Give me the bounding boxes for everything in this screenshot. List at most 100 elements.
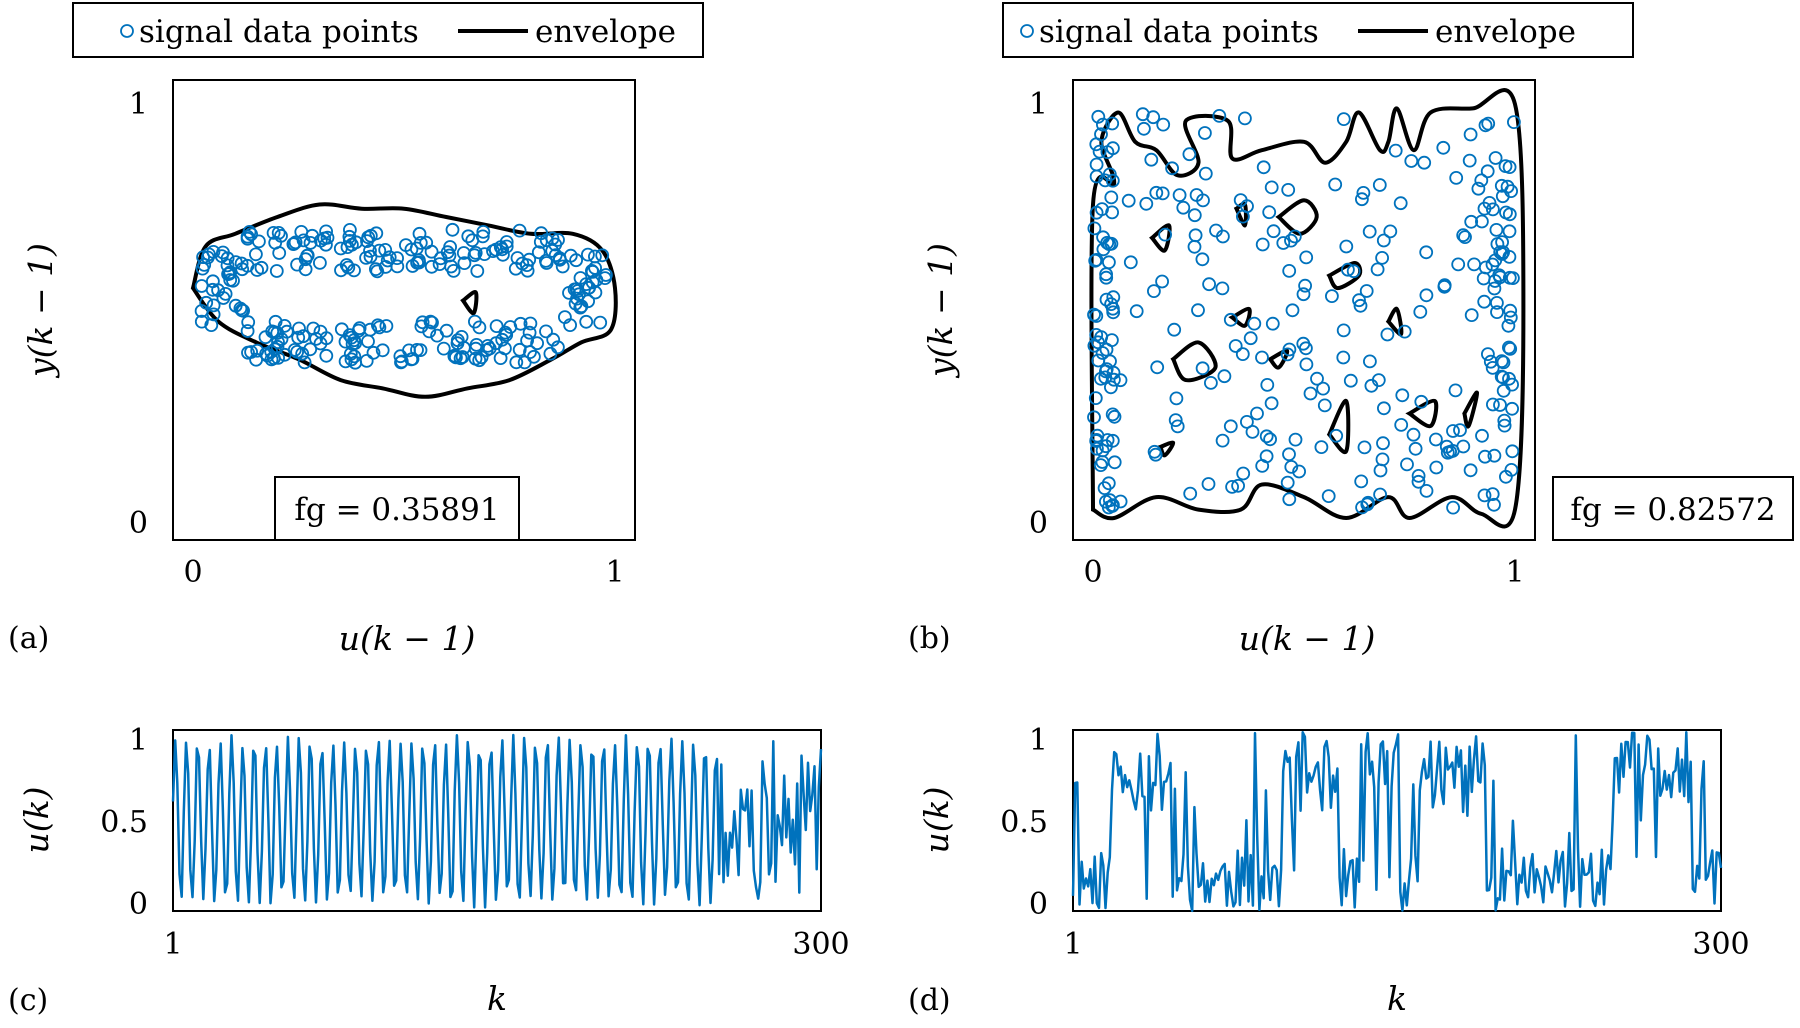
data-point-a — [297, 355, 312, 370]
data-point-b — [1317, 398, 1332, 413]
data-point-b — [1155, 274, 1169, 289]
data-point-a — [394, 355, 408, 370]
data-point-b — [1144, 152, 1159, 167]
data-point-b — [1341, 262, 1355, 277]
data-point-b — [1250, 406, 1264, 421]
data-point-a — [512, 342, 527, 357]
data-point-b — [1394, 417, 1409, 432]
ytick-0-c: 0 — [129, 887, 148, 922]
data-point-a — [503, 320, 518, 334]
data-point-b — [1165, 161, 1179, 176]
data-point-a — [372, 243, 387, 258]
data-point-b — [1490, 305, 1504, 320]
data-point-a — [436, 341, 451, 356]
data-point-b — [1494, 369, 1509, 384]
data-point-a — [368, 262, 383, 277]
data-point-a — [363, 243, 377, 258]
data-point-b — [1388, 143, 1403, 158]
data-point-b — [1359, 284, 1374, 298]
data-point-b — [1505, 377, 1519, 392]
data-point-a — [318, 237, 333, 252]
legend-label-envelope-b: envelope — [1435, 14, 1576, 50]
xlabel-c: k — [487, 979, 507, 1018]
data-point-b — [1336, 350, 1351, 365]
data-point-b — [1477, 488, 1492, 503]
data-point-a — [244, 345, 259, 359]
data-point-a — [499, 327, 514, 342]
data-point-a — [455, 350, 470, 364]
data-point-a — [223, 273, 238, 287]
data-point-b — [1176, 200, 1191, 215]
data-point-b — [1489, 222, 1504, 237]
data-point-b — [1499, 205, 1513, 220]
data-point-b — [1488, 151, 1503, 165]
data-point-b — [1464, 308, 1479, 323]
data-point-a — [320, 230, 335, 245]
data-point-b — [1458, 230, 1472, 245]
data-point-a — [319, 348, 334, 363]
envelope-a — [190, 202, 618, 399]
data-point-b — [1107, 409, 1122, 424]
data-point-b — [1201, 477, 1216, 491]
data-point-a — [290, 344, 305, 359]
data-point-b — [1212, 109, 1227, 123]
data-point-b — [1482, 195, 1497, 210]
data-point-b — [1478, 118, 1493, 133]
data-point-b — [1263, 432, 1277, 447]
data-point-b — [1262, 205, 1277, 220]
data-point-a — [495, 242, 510, 257]
legend-label-envelope-a: envelope — [535, 14, 676, 50]
data-point-b — [1094, 127, 1108, 142]
data-point-b — [1097, 481, 1112, 496]
data-point-a — [277, 318, 292, 333]
data-point-a — [334, 263, 348, 278]
data-point-b — [1092, 144, 1107, 159]
data-point-b — [1503, 341, 1518, 356]
data-point-b — [1336, 112, 1351, 126]
data-point-a — [545, 243, 560, 258]
data-point-b — [1101, 500, 1116, 515]
data-point-a — [333, 241, 348, 256]
data-point-b — [1094, 330, 1109, 345]
panel-d: 1 0.5 0 1 300 k u(k) (d) — [908, 723, 1750, 1018]
data-point-b — [1464, 214, 1479, 229]
data-point-b — [1437, 279, 1452, 294]
series-line-d — [1071, 731, 1723, 913]
data-point-a — [268, 314, 283, 329]
data-point-a — [204, 318, 219, 333]
data-point-a — [370, 318, 385, 333]
data-point-a — [593, 315, 608, 330]
panel-label-a: (a) — [8, 621, 49, 656]
fg-box-b — [1552, 476, 1794, 541]
data-point-a — [450, 336, 465, 351]
data-point-b — [1417, 155, 1432, 170]
data-point-b — [1343, 373, 1358, 388]
data-point-b — [1419, 288, 1434, 303]
data-point-b — [1284, 459, 1299, 474]
data-point-b — [1195, 252, 1210, 267]
envelope-hole-b-8 — [1326, 398, 1351, 455]
data-point-a — [343, 346, 358, 361]
data-point-b — [1414, 394, 1429, 409]
data-point-a — [457, 256, 472, 271]
data-point-a — [551, 232, 565, 247]
data-point-a — [369, 226, 384, 241]
envelope-hole-b-11 — [1157, 440, 1176, 458]
data-point-a — [410, 342, 424, 357]
data-point-b — [1103, 493, 1117, 508]
data-point-b — [1113, 373, 1128, 388]
data-point-b — [1498, 159, 1513, 174]
points-b — [1087, 107, 1521, 515]
ylabel-a: y(k − 1) — [21, 243, 60, 379]
data-point-a — [251, 234, 266, 249]
data-point-a — [338, 334, 353, 349]
data-point-b — [1376, 233, 1391, 248]
data-point-b — [1088, 391, 1103, 406]
data-point-a — [522, 252, 537, 267]
data-point-b — [1135, 107, 1150, 122]
data-point-a — [288, 235, 303, 250]
xlabel-a: u(k − 1) — [339, 619, 476, 658]
data-point-a — [303, 342, 318, 357]
data-point-b — [1288, 432, 1303, 447]
data-point-b — [1148, 447, 1163, 462]
